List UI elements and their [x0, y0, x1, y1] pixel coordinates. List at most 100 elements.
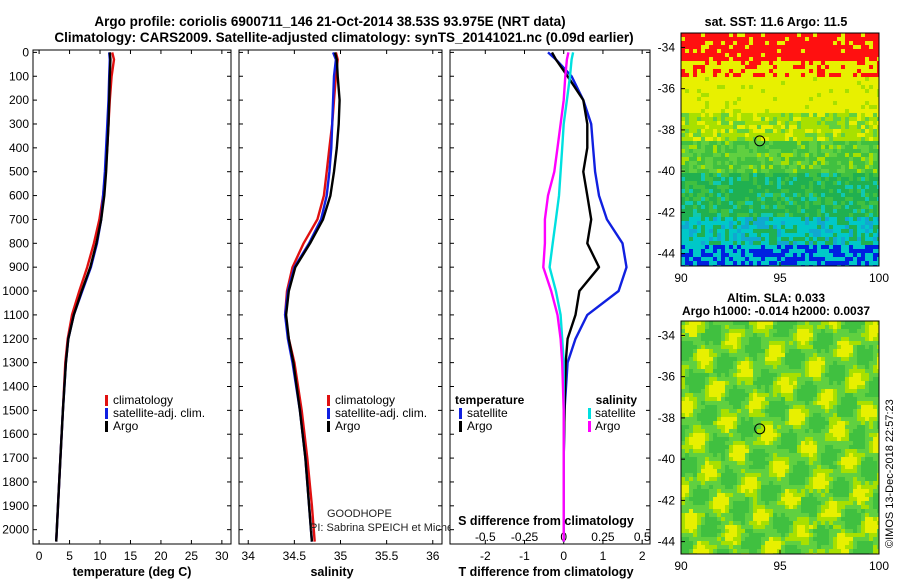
map-cell	[805, 77, 809, 81]
map-cell	[681, 161, 685, 165]
map-cell	[757, 37, 761, 41]
map-cell	[793, 173, 797, 177]
map-cell	[801, 405, 805, 409]
map-cell	[865, 237, 869, 241]
map-cell	[745, 233, 749, 237]
map-cell	[697, 69, 701, 73]
map-cell	[753, 225, 757, 229]
map-cell	[845, 209, 849, 213]
map-cell	[689, 413, 693, 417]
map-cell	[697, 49, 701, 53]
y-tick-label: 400	[9, 141, 29, 155]
map-cell	[841, 45, 845, 49]
map-cell	[737, 377, 741, 381]
map-cell	[725, 125, 729, 129]
map-cell	[693, 109, 697, 113]
map-cell	[761, 353, 765, 357]
map-cell	[861, 377, 865, 381]
map-cell	[745, 337, 749, 341]
map-cell	[725, 145, 729, 149]
map-cell	[797, 369, 801, 373]
map-cell	[865, 121, 869, 125]
map-cell	[769, 245, 773, 249]
map-cell	[681, 253, 685, 257]
map-cell	[705, 209, 709, 213]
map-cell	[813, 413, 817, 417]
map-cell	[825, 261, 829, 265]
map-cell	[757, 333, 761, 337]
map-cell	[749, 257, 753, 261]
map-cell	[797, 449, 801, 453]
y-tick-label: 600	[9, 189, 29, 203]
map-cell	[781, 237, 785, 241]
map-cell	[853, 217, 857, 221]
map-cell	[689, 369, 693, 373]
map-cell	[865, 349, 869, 353]
map-cell	[721, 237, 725, 241]
map-cell	[769, 257, 773, 261]
map-cell	[685, 57, 689, 61]
map-cell	[785, 109, 789, 113]
map-cell	[701, 145, 705, 149]
map-cell	[701, 337, 705, 341]
map-cell	[761, 101, 765, 105]
map-cell	[829, 329, 833, 333]
map-cell	[809, 169, 813, 173]
map-cell	[721, 445, 725, 449]
map-cell	[701, 161, 705, 165]
map-cell	[877, 137, 879, 141]
map-cell	[877, 49, 879, 53]
map-cell	[757, 189, 761, 193]
map-cell	[777, 53, 781, 57]
map-cell	[869, 361, 873, 365]
map-cell	[773, 125, 777, 129]
map-cell	[821, 169, 825, 173]
map-cell	[741, 213, 745, 217]
map-cell	[725, 73, 729, 77]
map-cell	[797, 225, 801, 229]
map-cell	[821, 153, 825, 157]
map-cell	[713, 177, 717, 181]
map-cell	[769, 233, 773, 237]
map-cell	[697, 321, 701, 325]
map-cell	[761, 141, 765, 145]
map-cell	[705, 101, 709, 105]
map-cell	[849, 217, 853, 221]
map-cell	[861, 169, 865, 173]
map-cell	[697, 169, 701, 173]
map-cell	[717, 53, 721, 57]
map-cell	[709, 373, 713, 377]
map-cell	[853, 69, 857, 73]
map-cell	[817, 181, 821, 185]
map-cell	[753, 53, 757, 57]
map-cell	[757, 241, 761, 245]
map-cell	[745, 225, 749, 229]
map-cell	[845, 97, 849, 101]
map-cell	[805, 437, 809, 441]
map-cell	[757, 405, 761, 409]
map-cell	[689, 45, 693, 49]
map-cell	[793, 161, 797, 165]
map-cell	[837, 253, 841, 257]
map-cell	[689, 429, 693, 433]
map-cell	[785, 233, 789, 237]
map-cell	[873, 105, 877, 109]
map-cell	[689, 217, 693, 221]
map-cell	[705, 397, 709, 401]
map-cell	[709, 161, 713, 165]
map-cell	[685, 377, 689, 381]
map-cell	[693, 61, 697, 65]
map-cell	[817, 233, 821, 237]
map-cell	[853, 225, 857, 229]
map-cell	[717, 353, 721, 357]
map-cell	[833, 169, 837, 173]
map-cell	[697, 153, 701, 157]
map-cell	[869, 157, 873, 161]
map-cell	[841, 205, 845, 209]
map-cell	[785, 37, 789, 41]
map-cell	[689, 109, 693, 113]
map-cell	[705, 257, 709, 261]
map-cell	[817, 373, 821, 377]
map-cell	[689, 341, 693, 345]
map-cell	[841, 133, 845, 137]
